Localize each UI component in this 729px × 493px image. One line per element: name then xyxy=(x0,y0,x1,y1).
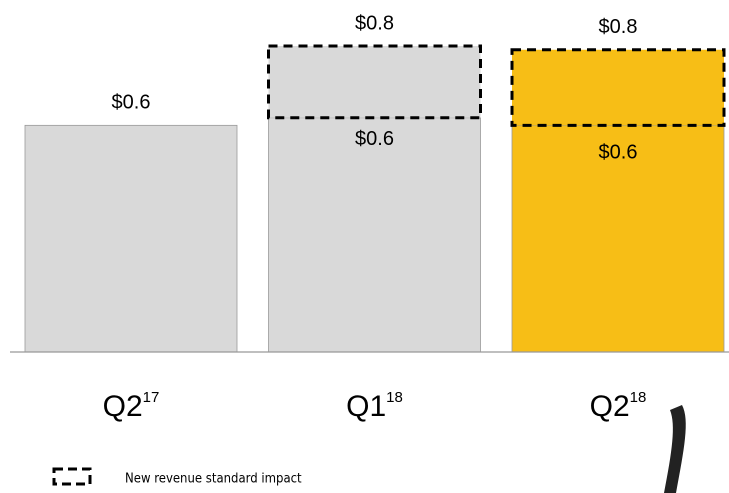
ink-stroke xyxy=(664,405,686,493)
x-tick-label: Q218 xyxy=(590,389,647,423)
category-superscript: 18 xyxy=(386,389,403,406)
bar xyxy=(24,124,238,353)
category-superscript: 18 xyxy=(630,389,647,406)
category: Q1 xyxy=(346,390,386,423)
total-label: $0.8 xyxy=(599,16,638,38)
value-label: $0.6 xyxy=(355,128,394,150)
legend-label: New revenue standard impact xyxy=(125,472,302,487)
impact-segment xyxy=(267,44,482,120)
category: Q2 xyxy=(103,390,143,423)
category: Q2 xyxy=(590,390,630,423)
total-label: $0.8 xyxy=(355,12,394,34)
impact-segment xyxy=(510,48,726,127)
category-superscript: 17 xyxy=(143,389,160,406)
bar xyxy=(511,124,725,353)
bar xyxy=(268,117,481,353)
total-label: $0.6 xyxy=(112,92,151,114)
x-tick-label: Q217 xyxy=(103,389,160,423)
legend-swatch xyxy=(52,467,92,486)
x-tick-label: Q118 xyxy=(346,389,403,423)
value-label: $0.6 xyxy=(599,142,638,164)
